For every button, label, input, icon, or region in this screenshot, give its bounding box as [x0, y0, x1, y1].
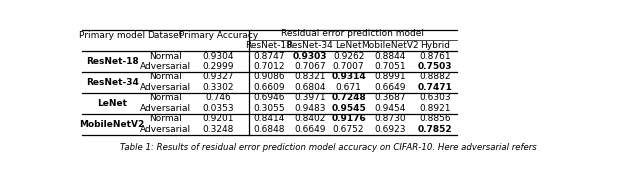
Text: 0.7051: 0.7051	[374, 62, 406, 71]
Text: Normal: Normal	[148, 114, 181, 123]
Text: 0.3302: 0.3302	[203, 83, 234, 92]
Text: 0.6609: 0.6609	[253, 83, 285, 92]
Text: 0.7012: 0.7012	[253, 62, 285, 71]
Text: 0.6946: 0.6946	[253, 93, 285, 102]
Text: 0.8844: 0.8844	[374, 52, 406, 61]
Text: ResNet-34: ResNet-34	[287, 41, 333, 50]
Text: Adversarial: Adversarial	[140, 62, 191, 71]
Text: 0.7248: 0.7248	[332, 93, 366, 102]
Text: 0.8921: 0.8921	[419, 104, 451, 113]
Text: Adversarial: Adversarial	[140, 125, 191, 134]
Text: 0.9303: 0.9303	[292, 52, 327, 61]
Text: 0.8730: 0.8730	[374, 114, 406, 123]
Text: 0.2999: 0.2999	[203, 62, 234, 71]
Text: 0.671: 0.671	[335, 83, 362, 92]
Text: LeNet: LeNet	[97, 99, 127, 108]
Text: 0.8761: 0.8761	[419, 52, 451, 61]
Text: 0.9201: 0.9201	[203, 114, 234, 123]
Text: 0.9262: 0.9262	[333, 52, 364, 61]
Text: ResNet-34: ResNet-34	[86, 78, 139, 87]
Text: 0.8991: 0.8991	[374, 72, 406, 82]
Text: 0.6923: 0.6923	[374, 125, 406, 134]
Text: 0.3248: 0.3248	[203, 125, 234, 134]
Text: ResNet-18: ResNet-18	[246, 41, 292, 50]
Text: 0.8414: 0.8414	[253, 114, 285, 123]
Text: 0.7852: 0.7852	[418, 125, 452, 134]
Text: 0.8856: 0.8856	[419, 114, 451, 123]
Text: 0.9545: 0.9545	[332, 104, 366, 113]
Text: 0.8402: 0.8402	[294, 114, 326, 123]
Text: Dataset: Dataset	[147, 31, 183, 40]
Text: 0.6848: 0.6848	[253, 125, 285, 134]
Text: Normal: Normal	[148, 72, 181, 82]
Text: Hybrid: Hybrid	[420, 41, 450, 50]
Text: 0.3055: 0.3055	[253, 104, 285, 113]
Text: 0.9176: 0.9176	[332, 114, 366, 123]
Text: 0.6804: 0.6804	[294, 83, 326, 92]
Text: 0.0353: 0.0353	[203, 104, 234, 113]
Text: Normal: Normal	[148, 93, 181, 102]
Text: 0.8882: 0.8882	[419, 72, 451, 82]
Text: 0.746: 0.746	[205, 93, 231, 102]
Text: Residual error prediction model: Residual error prediction model	[282, 29, 424, 38]
Text: ResNet-18: ResNet-18	[86, 57, 139, 66]
Text: 0.3687: 0.3687	[374, 93, 406, 102]
Text: 0.7067: 0.7067	[294, 62, 326, 71]
Text: 0.6649: 0.6649	[294, 125, 326, 134]
Text: Adversarial: Adversarial	[140, 104, 191, 113]
Text: LeNet: LeNet	[335, 41, 362, 50]
Text: MobileNetV2: MobileNetV2	[361, 41, 419, 50]
Text: Table 1: Results of residual error prediction model accuracy on CIFAR-10. Here a: Table 1: Results of residual error predi…	[120, 143, 536, 152]
Text: 0.8747: 0.8747	[253, 52, 285, 61]
Text: 0.6649: 0.6649	[374, 83, 406, 92]
Text: 0.9314: 0.9314	[332, 72, 366, 82]
Text: 0.9327: 0.9327	[203, 72, 234, 82]
Text: 0.9483: 0.9483	[294, 104, 326, 113]
Text: 0.7471: 0.7471	[418, 83, 452, 92]
Text: 0.3971: 0.3971	[294, 93, 326, 102]
Text: 0.8321: 0.8321	[294, 72, 326, 82]
Text: 0.9304: 0.9304	[203, 52, 234, 61]
Text: Primary Accuracy: Primary Accuracy	[179, 31, 258, 40]
Text: 0.6303: 0.6303	[419, 93, 451, 102]
Text: Adversarial: Adversarial	[140, 83, 191, 92]
Text: 0.7503: 0.7503	[418, 62, 452, 71]
Text: 0.9454: 0.9454	[374, 104, 406, 113]
Text: 0.9086: 0.9086	[253, 72, 285, 82]
Text: Normal: Normal	[148, 52, 181, 61]
Text: Primary model: Primary model	[79, 31, 145, 40]
Text: MobileNetV2: MobileNetV2	[79, 120, 145, 129]
Text: 0.7007: 0.7007	[333, 62, 364, 71]
Text: 0.6752: 0.6752	[333, 125, 364, 134]
